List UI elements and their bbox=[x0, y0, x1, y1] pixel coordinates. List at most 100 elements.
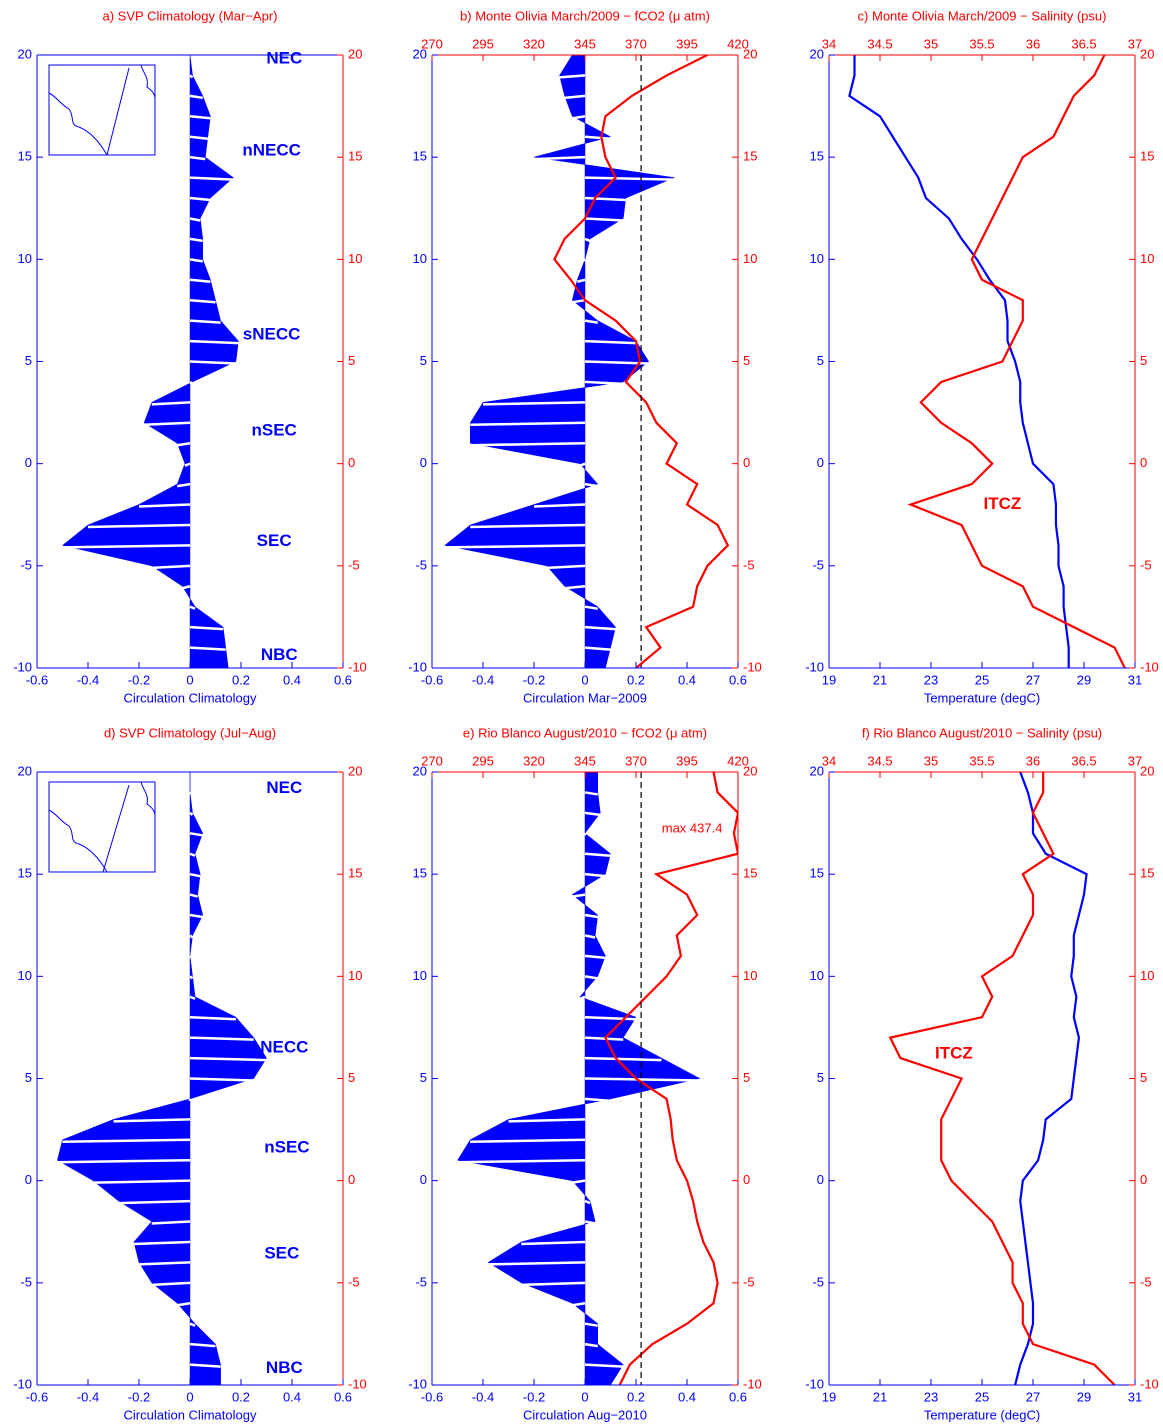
circulation-separator bbox=[189, 934, 194, 939]
x-tick-label: 29 bbox=[1077, 1389, 1091, 1404]
circulation-separator bbox=[189, 872, 201, 878]
annotation: nSEC bbox=[264, 1137, 309, 1156]
circulation-separator bbox=[189, 893, 198, 898]
x-axis-label: Temperature (degC) bbox=[924, 690, 1040, 705]
circulation-separator bbox=[584, 954, 606, 960]
x-tick-label: -0.2 bbox=[128, 1389, 150, 1404]
circulation-separator bbox=[584, 380, 624, 386]
circulation-separator bbox=[584, 196, 626, 202]
circulation-separator bbox=[133, 1240, 191, 1246]
circulation-separator bbox=[564, 94, 586, 100]
annotation: ITCZ bbox=[935, 1043, 973, 1062]
y2-tick-label: 0 bbox=[348, 1172, 355, 1187]
panel: a) SVP Climatology (Mar−Apr) Circulation … bbox=[13, 8, 367, 705]
x-tick-label: 0 bbox=[186, 1389, 193, 1404]
x2-tick-label: 35.5 bbox=[969, 753, 994, 768]
x2-tick-label: 36 bbox=[1026, 36, 1040, 51]
x-tick-label: 19 bbox=[822, 672, 836, 687]
circulation-separator bbox=[189, 237, 203, 243]
circulation-separator bbox=[189, 1322, 196, 1327]
circulation-separator bbox=[189, 995, 196, 1000]
x-tick-label: 23 bbox=[924, 672, 938, 687]
y2-tick-label: 5 bbox=[348, 1070, 355, 1085]
panel: b) Monte Olivia March/2009 − fCO2 (μ atm… bbox=[408, 8, 762, 705]
y-tick-label: 10 bbox=[810, 968, 824, 983]
y2-tick-label: -10 bbox=[1140, 659, 1159, 674]
x-tick-label: 0.4 bbox=[283, 672, 301, 687]
y-tick-label: 0 bbox=[25, 455, 32, 470]
circulation-separator bbox=[151, 1220, 191, 1225]
annotation: SEC bbox=[257, 531, 292, 550]
circulation-separator bbox=[584, 1056, 662, 1062]
y-tick-label: 10 bbox=[18, 251, 32, 266]
x-tick-label: 0.6 bbox=[334, 1389, 352, 1404]
top-axis-line bbox=[553, 55, 730, 668]
circulation-separator bbox=[189, 1342, 216, 1348]
y-tick-label: 0 bbox=[817, 455, 824, 470]
annotation: NBC bbox=[261, 645, 298, 664]
x-tick-label: 0 bbox=[581, 672, 588, 687]
circulation-separator bbox=[470, 523, 586, 529]
plot-area bbox=[457, 772, 738, 1385]
bottom-axis-line bbox=[848, 55, 1070, 668]
y-tick-label: -5 bbox=[415, 557, 427, 572]
y2-tick-label: -10 bbox=[348, 1376, 367, 1391]
circulation-separator bbox=[584, 217, 624, 222]
plot-area bbox=[848, 55, 1126, 668]
circulation-separator bbox=[584, 1097, 611, 1103]
x2-tick-label: 345 bbox=[574, 753, 596, 768]
y-tick-label: -5 bbox=[812, 1274, 824, 1289]
x-tick-label: 25 bbox=[975, 1389, 989, 1404]
circulation-separator bbox=[189, 176, 234, 181]
circulation-separator bbox=[144, 421, 191, 427]
circulation-separator bbox=[584, 646, 611, 651]
y2-tick-label: 20 bbox=[1140, 763, 1154, 778]
annotation: NEC bbox=[266, 49, 302, 68]
ship-track bbox=[102, 784, 130, 873]
x-tick-label: 0 bbox=[581, 1389, 588, 1404]
y-tick-label: -5 bbox=[812, 557, 824, 572]
circulation-separator bbox=[470, 441, 586, 447]
circulation-separator bbox=[189, 1056, 267, 1062]
circulation-separator bbox=[189, 380, 194, 385]
bottom-axis-line bbox=[1014, 772, 1088, 1385]
y-tick-label: 0 bbox=[420, 1172, 427, 1187]
annotation: nNECC bbox=[242, 141, 301, 160]
inset-map bbox=[48, 64, 156, 156]
circulation-separator bbox=[177, 1302, 191, 1307]
circulation-area bbox=[457, 772, 701, 1385]
circulation-separator bbox=[584, 913, 598, 919]
circulation-separator bbox=[564, 585, 586, 590]
annotation: SEC bbox=[264, 1244, 299, 1263]
x2-tick-label: 34.5 bbox=[867, 753, 892, 768]
y2-tick-label: 20 bbox=[743, 46, 757, 61]
circulation-separator bbox=[584, 811, 601, 817]
y2-tick-label: 0 bbox=[1140, 455, 1147, 470]
y2-tick-label: 10 bbox=[743, 251, 757, 266]
y-tick-label: 5 bbox=[25, 353, 32, 368]
x-tick-label: 0.4 bbox=[678, 1389, 696, 1404]
circulation-separator bbox=[151, 401, 191, 406]
circulation-separator bbox=[584, 1199, 591, 1205]
x-tick-label: 29 bbox=[1077, 672, 1091, 687]
y2-tick-label: 5 bbox=[743, 1070, 750, 1085]
circulation-separator bbox=[584, 791, 598, 796]
circulation-separator bbox=[189, 1036, 254, 1041]
circulation-separator bbox=[113, 1118, 191, 1123]
circulation-separator bbox=[189, 258, 203, 263]
y-tick-label: 15 bbox=[18, 866, 32, 881]
x-tick-label: 21 bbox=[873, 1389, 887, 1404]
top-axis-line bbox=[888, 772, 1116, 1385]
circulation-separator bbox=[584, 1036, 624, 1041]
y-tick-label: -10 bbox=[408, 659, 427, 674]
circulation-separator bbox=[584, 975, 598, 980]
x-tick-label: 27 bbox=[1026, 672, 1040, 687]
circulation-separator bbox=[93, 1179, 191, 1184]
circulation-separator bbox=[584, 1342, 598, 1348]
circulation-separator bbox=[470, 421, 586, 427]
y-tick-label: 15 bbox=[413, 866, 427, 881]
y2-tick-label: 15 bbox=[348, 866, 362, 881]
x-tick-label: -0.6 bbox=[421, 672, 443, 687]
x2-tick-label: 320 bbox=[523, 36, 545, 51]
